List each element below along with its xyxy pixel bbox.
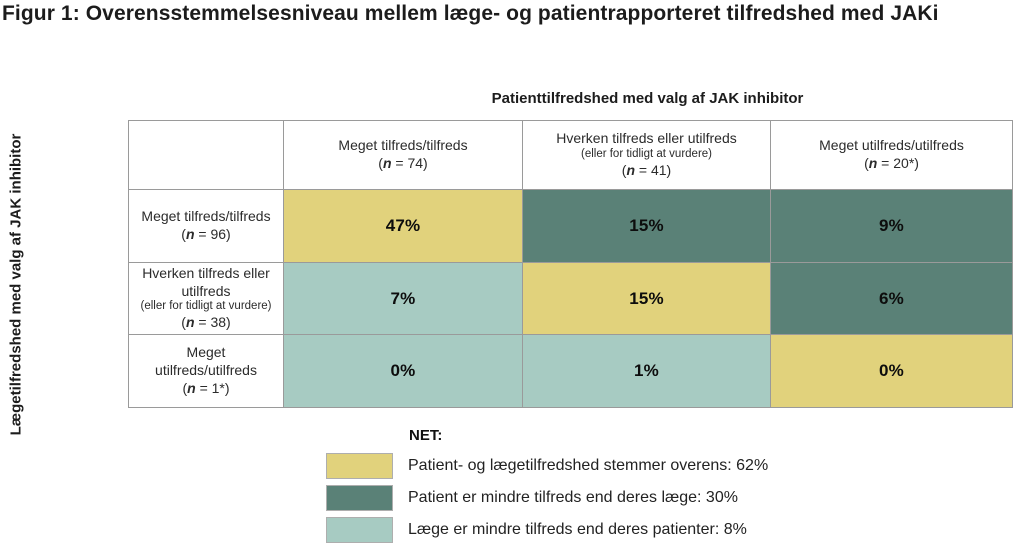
col-header-sample-size: (n = 74)	[378, 155, 428, 172]
matrix-cell: 0%	[283, 334, 523, 409]
matrix-row-satisfied: Meget tilfreds/tilfreds (n = 96) 47% 15%…	[128, 189, 1013, 263]
row-header-sample-size: (n = 38)	[181, 314, 231, 331]
col-header-satisfied: Meget tilfreds/tilfreds (n = 74)	[283, 120, 523, 190]
matrix-cell: 0%	[770, 334, 1013, 409]
row-header-dissatisfied: Meget utilfreds/utilfreds (n = 1*)	[128, 334, 284, 409]
legend-swatch-patient-less-satisfied	[326, 485, 393, 511]
row-header-label: Meget utilfreds/utilfreds	[155, 344, 257, 378]
row-header-satisfied: Meget tilfreds/tilfreds (n = 96)	[128, 189, 284, 263]
row-header-sample-size: (n = 1*)	[182, 380, 230, 397]
matrix-cell: 15%	[522, 189, 771, 263]
row-axis-title: Lægetilfredshed med valg af JAK inhibito…	[2, 58, 30, 510]
legend-item: Patient- og lægetilfredshed stemmer over…	[326, 453, 768, 479]
row-header-sublabel: (eller for tidligt at vurdere)	[140, 300, 272, 312]
legend-label: Læge er mindre tilfreds end deres patien…	[408, 521, 747, 538]
col-header-label: Hverken tilfreds eller utilfreds	[556, 130, 737, 147]
matrix-cell: 47%	[283, 189, 523, 263]
col-header-sample-size: (n = 41)	[621, 161, 672, 178]
header-row: Meget tilfreds/tilfreds (n = 74) Hverken…	[128, 120, 1013, 190]
legend-swatch-physician-less-satisfied	[326, 517, 393, 543]
row-header-label: Meget tilfreds/tilfreds	[141, 207, 271, 224]
legend-label: Patient er mindre tilfreds end deres læg…	[408, 489, 738, 506]
matrix-row-neutral: Hverken tilfreds eller utilfreds (eller …	[128, 261, 1013, 336]
row-header-label: Hverken tilfreds eller utilfreds	[142, 265, 270, 299]
col-header-dissatisfied: Meget utilfreds/utilfreds (n = 20*)	[770, 120, 1013, 190]
col-header-label: Meget tilfreds/tilfreds	[338, 136, 468, 153]
matrix-cell: 15%	[522, 261, 771, 336]
row-header-neutral: Hverken tilfreds eller utilfreds (eller …	[128, 261, 284, 336]
figure-title: Figur 1: Overensstemmelsesniveau mellem …	[2, 2, 939, 25]
legend: NET: Patient- og lægetilfredshed stemmer…	[326, 427, 768, 549]
row-header-sample-size: (n = 96)	[181, 226, 231, 243]
legend-swatch-agree	[326, 453, 393, 479]
col-header-neutral: Hverken tilfreds eller utilfreds (eller …	[522, 120, 771, 190]
legend-label: Patient- og lægetilfredshed stemmer over…	[408, 457, 769, 474]
column-axis-title: Patienttilfredshed med valg af JAK inhib…	[491, 90, 804, 107]
matrix-cell: 7%	[283, 261, 523, 336]
legend-item: Læge er mindre tilfreds end deres patien…	[326, 517, 768, 543]
row-axis-title-text: Lægetilfredshed med valg af JAK inhibito…	[7, 133, 25, 435]
col-header-sample-size: (n = 20*)	[864, 155, 919, 172]
col-header-sublabel: (eller for tidligt at vurdere)	[580, 147, 713, 160]
col-header-label: Meget utilfreds/utilfreds	[819, 136, 964, 153]
concordance-matrix: Meget tilfreds/tilfreds (n = 74) Hverken…	[128, 120, 1013, 409]
matrix-cell: 6%	[770, 261, 1013, 336]
corner-cell	[128, 120, 284, 190]
legend-item: Patient er mindre tilfreds end deres læg…	[326, 485, 768, 511]
matrix-cell: 1%	[522, 334, 771, 409]
matrix-cell: 9%	[770, 189, 1013, 263]
matrix-row-dissatisfied: Meget utilfreds/utilfreds (n = 1*) 0% 1%…	[128, 334, 1013, 409]
legend-title: NET:	[409, 427, 443, 444]
